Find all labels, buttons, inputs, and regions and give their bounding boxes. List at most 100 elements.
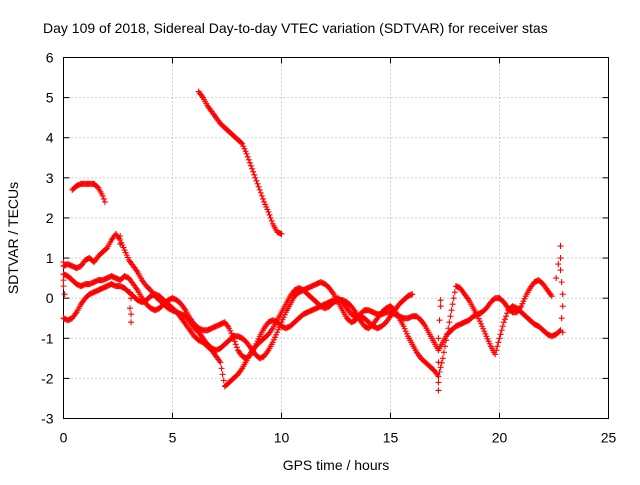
data-point	[436, 317, 443, 324]
data-point	[233, 344, 240, 351]
data-point	[445, 325, 452, 332]
y-tick-label: 3	[46, 170, 54, 186]
data-point	[265, 208, 272, 215]
y-tick-label: 2	[46, 210, 54, 226]
data-point	[557, 255, 564, 262]
y-tick-label: 5	[46, 90, 54, 106]
data-point	[435, 379, 442, 386]
data-point	[117, 241, 124, 248]
data-point	[126, 289, 133, 296]
data-point	[553, 275, 560, 282]
data-point	[247, 162, 254, 169]
data-point	[558, 279, 565, 286]
y-tick-label: -2	[41, 370, 54, 386]
data-point	[449, 301, 456, 308]
data-point	[437, 364, 444, 371]
data-point	[128, 295, 135, 302]
data-point	[250, 168, 257, 175]
data-point	[244, 153, 251, 160]
data-point	[435, 335, 442, 342]
data-point	[61, 291, 68, 298]
data-point	[231, 338, 238, 345]
data-point	[496, 335, 503, 342]
data-point	[268, 217, 275, 224]
data-point	[257, 189, 264, 196]
data-point	[494, 343, 501, 350]
data-point	[230, 335, 237, 342]
data-point	[251, 171, 258, 178]
y-tick-label: -1	[41, 330, 54, 346]
y-tick-label: 6	[46, 50, 54, 66]
y-tick-label: 0	[46, 290, 54, 306]
data-point	[101, 198, 108, 205]
data-point	[558, 315, 565, 322]
data-point	[243, 150, 250, 157]
x-tick-label: 0	[60, 430, 68, 446]
data-point	[495, 339, 502, 346]
data-point	[252, 174, 259, 181]
data-point	[437, 303, 444, 310]
y-tick-label: 1	[46, 250, 54, 266]
data-point	[128, 319, 135, 326]
data-point	[446, 319, 453, 326]
data-point	[217, 359, 224, 366]
data-point	[218, 365, 225, 372]
data-point	[390, 306, 397, 313]
data-point	[255, 183, 262, 190]
data-point	[493, 347, 500, 354]
data-point	[556, 328, 563, 335]
data-point	[232, 341, 239, 348]
data-point	[559, 329, 566, 336]
data-point	[245, 156, 252, 163]
data-point	[60, 283, 67, 290]
data-point	[451, 289, 458, 296]
axis-ticks: 0 5 10 15 20 25 -3 -2 -1 0 1 2 3 4 5 6	[41, 50, 616, 446]
data-point	[100, 195, 107, 202]
data-point	[548, 293, 555, 300]
data-point	[555, 261, 562, 268]
chart-title: Day 109 of 2018, Sidereal Day-to-day VTE…	[43, 20, 548, 36]
data-point	[253, 177, 260, 184]
data-point	[220, 377, 227, 384]
data-point	[258, 192, 265, 199]
data-point	[557, 243, 564, 250]
data-point	[94, 183, 101, 190]
data-point	[443, 337, 450, 344]
data-point	[499, 323, 506, 330]
data-point	[501, 316, 508, 323]
data-point	[435, 359, 442, 366]
data-point	[103, 246, 110, 253]
data-point	[497, 331, 504, 338]
data-point	[126, 305, 133, 312]
data-point	[60, 277, 67, 284]
y-tick-label: -3	[41, 411, 54, 427]
data-point	[278, 230, 285, 237]
data-point	[436, 368, 443, 375]
data-point	[559, 291, 566, 298]
x-axis-label: GPS time / hours	[283, 457, 390, 473]
plot-frame	[63, 57, 609, 419]
data-point	[128, 311, 135, 318]
data-point	[267, 214, 274, 221]
data-point	[409, 291, 416, 298]
data-point	[442, 343, 448, 350]
data-point	[448, 307, 455, 314]
data-point	[492, 351, 499, 358]
x-tick-label: 25	[601, 430, 617, 446]
data-point	[249, 165, 256, 172]
data-point	[259, 195, 266, 202]
data-point	[450, 295, 457, 302]
data-point	[440, 349, 447, 356]
x-tick-label: 15	[383, 430, 399, 446]
data-point	[60, 259, 67, 266]
x-tick-label: 20	[492, 430, 508, 446]
x-tick-label: 10	[274, 430, 290, 446]
data-point	[117, 232, 124, 239]
data-point	[559, 303, 566, 310]
data-point	[439, 355, 446, 362]
data-point	[444, 331, 451, 338]
data-point	[256, 186, 263, 193]
data-point	[503, 313, 510, 320]
data-point	[435, 387, 442, 394]
